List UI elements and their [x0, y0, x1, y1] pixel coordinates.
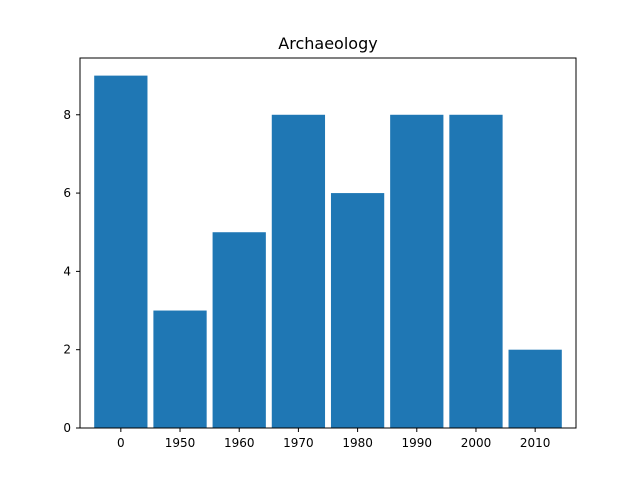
bars-layer: [94, 75, 562, 428]
bar-2010: [508, 349, 562, 428]
bar-1960: [212, 232, 266, 428]
bar-0: [94, 75, 148, 428]
x-tick-label: 1980: [342, 436, 373, 450]
x-tick-label: 1950: [165, 436, 196, 450]
x-tick-label: 2000: [461, 436, 492, 450]
x-tick-label: 1990: [402, 436, 433, 450]
plot-frame: [79, 57, 577, 429]
bar-1970: [271, 114, 326, 428]
bar-1950: [153, 310, 207, 428]
axes-layer: 0 1950 1960 1970 1980 1990 2000 2010 0 2 4 6 8: [63, 108, 550, 450]
x-tick-label: 1970: [283, 436, 314, 450]
bar-2000: [449, 114, 503, 428]
y-tick-label: 4: [63, 264, 71, 278]
x-tick-label: 2010: [520, 436, 551, 450]
bar-1990: [390, 114, 444, 428]
y-tick-label: 6: [63, 186, 71, 200]
bar-1980: [330, 193, 385, 428]
y-tick-label: 0: [63, 421, 71, 435]
x-tick-label: 1960: [224, 436, 255, 450]
y-tick-label: 8: [63, 108, 71, 122]
y-tick-label: 2: [63, 343, 71, 357]
x-tick-label: 0: [117, 436, 125, 450]
chart-title: Archaeology: [278, 34, 377, 53]
